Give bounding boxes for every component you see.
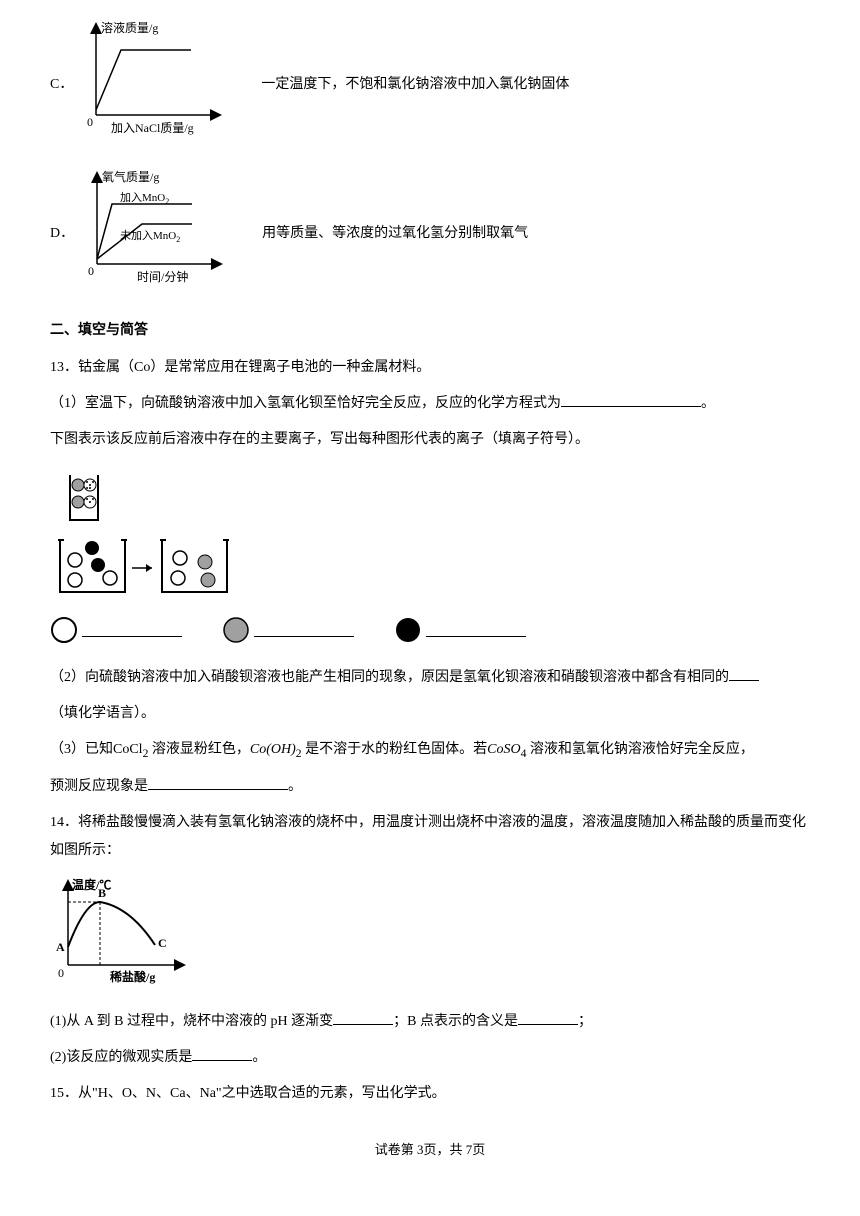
option-d-row: D． 氧气质量/g 加入MnO2 未加入MnO2 时间/分钟 0 用等质量、等浓…	[50, 169, 810, 298]
ion-legend	[50, 616, 810, 644]
option-c-chart: 溶液质量/g 加入NaCl质量/g 0	[81, 20, 241, 149]
chart-d-svg: 氧气质量/g 加入MnO2 未加入MnO2 时间/分钟 0	[82, 169, 242, 289]
chart-d-ylabel: 氧气质量/g	[102, 169, 159, 184]
blank-legend-3[interactable]	[426, 623, 526, 637]
blank-q14-2[interactable]	[518, 1011, 578, 1025]
q14-intro: 14．将稀盐酸慢慢滴入装有氢氧化钠溶液的烧杯中，用温度计测出烧杯中溶液的温度，溶…	[50, 809, 810, 865]
option-c-label: C．	[50, 72, 73, 97]
blank-legend-2[interactable]	[254, 623, 354, 637]
svg-text:未加入MnO2: 未加入MnO2	[120, 229, 180, 244]
svg-text:0: 0	[87, 115, 93, 129]
blank-q14-1[interactable]	[333, 1011, 393, 1025]
q13-intro: 13．钴金属（Co）是常常应用在锂离子电池的一种金属材料。	[50, 354, 810, 382]
q15-text: 15．从"H、O、N、Ca、Na"之中选取合适的元素，写出化学式。	[50, 1080, 810, 1108]
legend-white	[50, 616, 182, 644]
chart-c-xlabel: 加入NaCl质量/g	[111, 121, 194, 135]
chart-q14-xlabel: 稀盐酸/g	[110, 969, 155, 984]
legend-black	[394, 616, 526, 644]
blank-q13-2[interactable]	[729, 667, 759, 681]
q13-note: 下图表示该反应前后溶液中存在的主要离子，写出每种图形代表的离子（填离子符号）。	[50, 426, 810, 454]
option-d-description: 用等质量、等浓度的过氧化氢分别制取氧气	[262, 221, 528, 246]
q14-chart: A B C 温度/℃ 稀盐酸/g 0	[50, 877, 810, 996]
q14-sub2: (2)该反应的微观实质是。	[50, 1044, 810, 1072]
svg-text:0: 0	[58, 966, 64, 980]
option-d-chart: 氧气质量/g 加入MnO2 未加入MnO2 时间/分钟 0	[82, 169, 242, 298]
blank-q14-3[interactable]	[192, 1047, 252, 1061]
option-c-row: C． 溶液质量/g 加入NaCl质量/g 0 一定温度下，不饱和氯化钠溶液中加入…	[50, 20, 810, 149]
section-2-title: 二、填空与简答	[50, 318, 810, 343]
option-c-description: 一定温度下，不饱和氯化钠溶液中加入氯化钠固体	[261, 72, 569, 97]
q13-part2: （2）向硫酸钠溶液中加入硝酸钡溶液也能产生相同的现象，原因是氢氧化钡溶液和硝酸钡…	[50, 664, 810, 692]
page-footer: 试卷第 3页，共 7页	[50, 1138, 810, 1161]
blank-q13-3[interactable]	[148, 776, 288, 790]
option-d-label: D．	[50, 221, 74, 246]
beaker-svg	[50, 470, 250, 600]
chart-q14-svg: A B C 温度/℃ 稀盐酸/g 0	[50, 877, 200, 987]
q13-part1: （1）室温下，向硫酸钠溶液中加入氢氧化钡至恰好完全反应，反应的化学方程式为。	[50, 390, 810, 418]
svg-text:加入MnO2: 加入MnO2	[120, 191, 169, 206]
blank-q13-1[interactable]	[561, 393, 701, 407]
svg-text:A: A	[56, 940, 65, 954]
svg-text:0: 0	[88, 264, 94, 278]
chart-c-svg: 溶液质量/g 加入NaCl质量/g 0	[81, 20, 241, 140]
legend-gray	[222, 616, 354, 644]
q13-part3: （3）已知CoCl2 溶液显粉红色，Co(OH)2 是不溶于水的粉红色固体。若C…	[50, 736, 810, 765]
chart-d-xlabel: 时间/分钟	[137, 269, 188, 284]
svg-text:C: C	[158, 936, 167, 950]
q13-part2b: （填化学语言）。	[50, 700, 810, 728]
q14-sub1: (1)从 A 到 B 过程中，烧杯中溶液的 pH 逐渐变；B 点表示的含义是；	[50, 1008, 810, 1036]
blank-legend-1[interactable]	[82, 623, 182, 637]
chart-c-ylabel: 溶液质量/g	[101, 20, 158, 35]
q13-part3e: 预测反应现象是。	[50, 773, 810, 801]
beaker-diagram	[50, 470, 810, 600]
chart-q14-ylabel: 温度/℃	[72, 877, 111, 892]
